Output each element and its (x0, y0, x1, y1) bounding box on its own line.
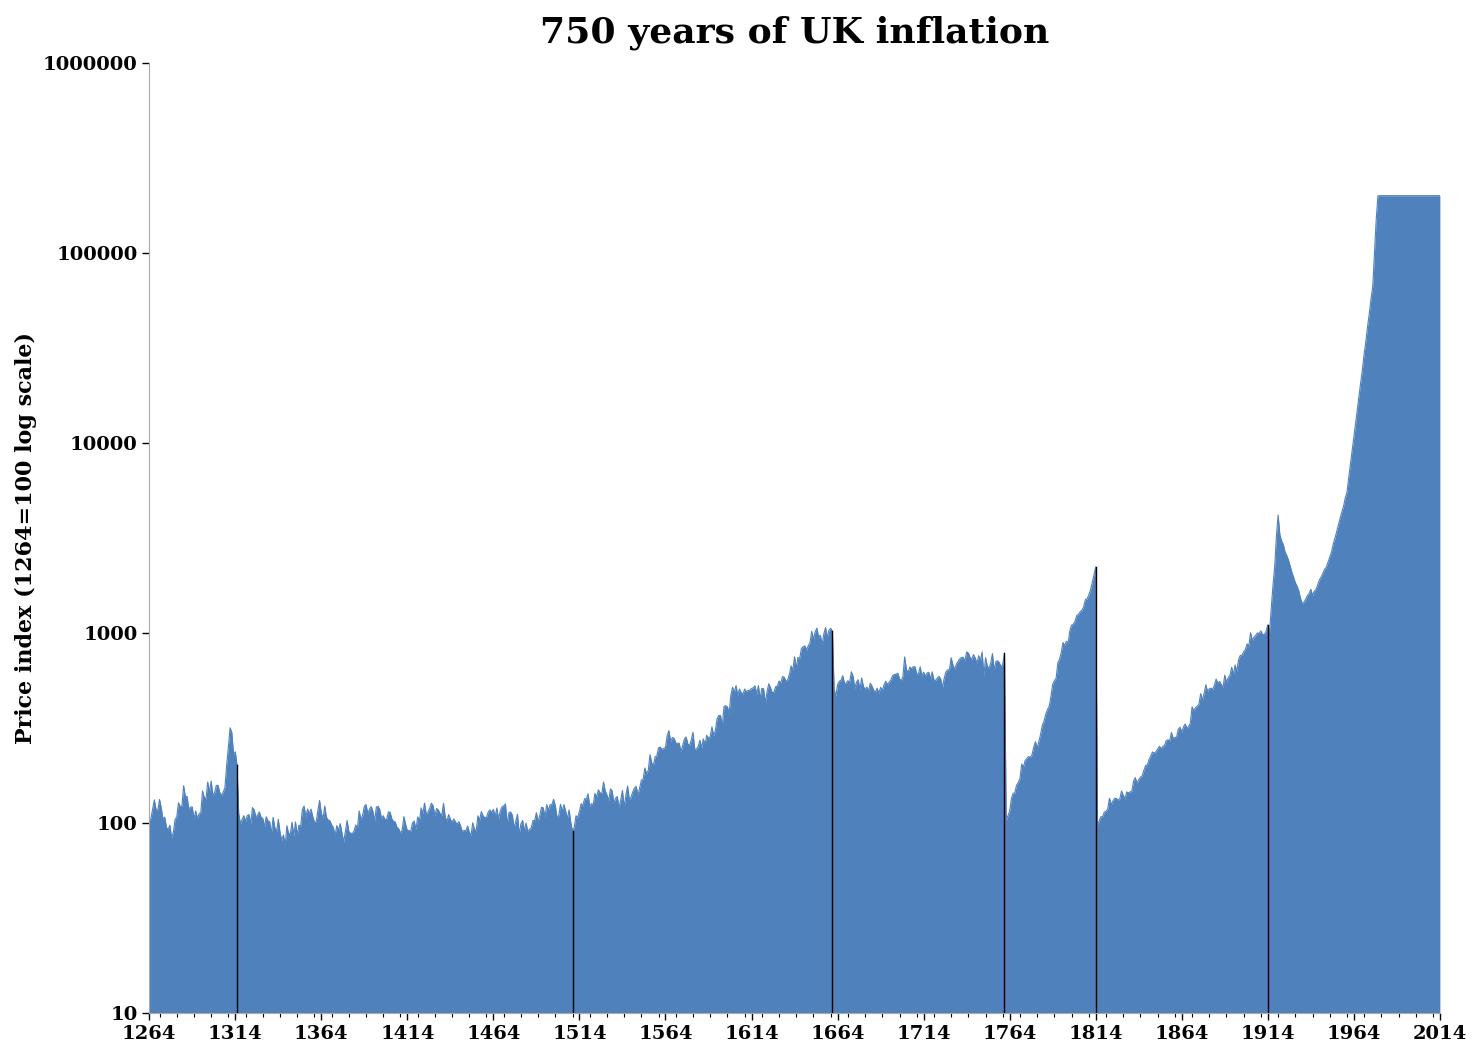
Y-axis label: Price index (1264=100 log scale): Price index (1264=100 log scale) (15, 332, 37, 744)
Title: 750 years of UK inflation: 750 years of UK inflation (539, 15, 1049, 50)
